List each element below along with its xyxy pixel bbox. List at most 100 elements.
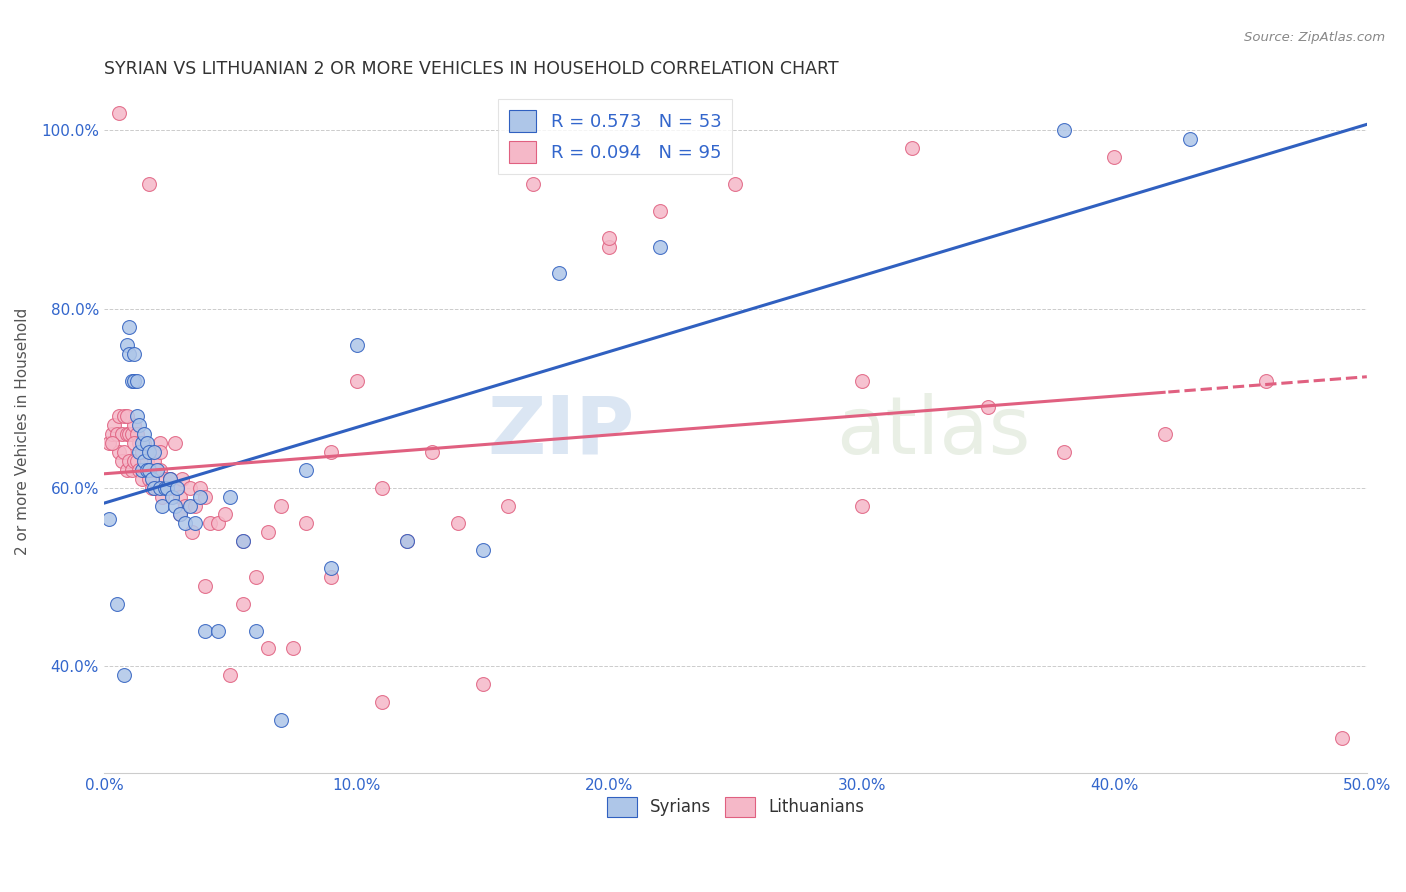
Point <box>163 499 186 513</box>
Point <box>173 499 195 513</box>
Point <box>141 472 163 486</box>
Point <box>172 472 194 486</box>
Point <box>143 463 166 477</box>
Point <box>232 534 254 549</box>
Point <box>198 516 221 531</box>
Point <box>214 508 236 522</box>
Point <box>124 374 146 388</box>
Text: atlas: atlas <box>837 392 1031 471</box>
Point <box>124 454 146 468</box>
Point <box>207 624 229 638</box>
Point <box>111 454 134 468</box>
Point <box>138 463 160 477</box>
Point <box>115 409 138 424</box>
Point <box>1254 374 1277 388</box>
Point <box>115 338 138 352</box>
Point <box>125 409 148 424</box>
Point <box>977 401 1000 415</box>
Point <box>100 436 122 450</box>
Point <box>124 418 146 433</box>
Point <box>471 677 494 691</box>
Point <box>131 445 153 459</box>
Point <box>219 490 242 504</box>
Point <box>648 239 671 253</box>
Text: SYRIAN VS LITHUANIAN 2 OR MORE VEHICLES IN HOUSEHOLD CORRELATION CHART: SYRIAN VS LITHUANIAN 2 OR MORE VEHICLES … <box>104 60 838 78</box>
Point <box>163 436 186 450</box>
Point <box>143 454 166 468</box>
Point <box>169 508 191 522</box>
Point <box>118 427 141 442</box>
Point <box>138 445 160 459</box>
Point <box>194 624 217 638</box>
Point <box>188 481 211 495</box>
Point <box>146 481 169 495</box>
Point <box>121 374 143 388</box>
Point <box>148 436 170 450</box>
Point <box>103 418 125 433</box>
Point <box>245 570 267 584</box>
Point <box>346 338 368 352</box>
Point <box>112 409 135 424</box>
Point <box>270 499 292 513</box>
Point <box>724 177 747 191</box>
Point <box>111 427 134 442</box>
Point <box>138 177 160 191</box>
Point <box>128 463 150 477</box>
Point <box>105 597 128 611</box>
Point <box>184 516 207 531</box>
Point <box>128 418 150 433</box>
Point <box>131 472 153 486</box>
Point <box>901 141 924 155</box>
Point <box>1053 123 1076 137</box>
Point <box>148 463 170 477</box>
Point <box>1178 132 1201 146</box>
Point <box>219 668 242 682</box>
Point <box>188 490 211 504</box>
Point <box>270 713 292 727</box>
Point <box>135 436 157 450</box>
Point <box>1053 445 1076 459</box>
Point <box>121 463 143 477</box>
Point <box>371 481 394 495</box>
Point <box>471 543 494 558</box>
Legend: Syrians, Lithuanians: Syrians, Lithuanians <box>600 790 870 823</box>
Point <box>128 436 150 450</box>
Point <box>159 472 181 486</box>
Point <box>148 445 170 459</box>
Point <box>173 516 195 531</box>
Point <box>115 427 138 442</box>
Point <box>179 499 201 513</box>
Point <box>124 436 146 450</box>
Point <box>108 105 131 120</box>
Point <box>851 499 873 513</box>
Point <box>112 445 135 459</box>
Point <box>396 534 419 549</box>
Point <box>98 512 121 526</box>
Point <box>134 436 156 450</box>
Point <box>131 463 153 477</box>
Point <box>128 445 150 459</box>
Point <box>851 374 873 388</box>
Point <box>159 472 181 486</box>
Point <box>184 499 207 513</box>
Point <box>125 427 148 442</box>
Point <box>98 436 121 450</box>
Point <box>1102 150 1125 164</box>
Point <box>396 534 419 549</box>
Point <box>321 445 343 459</box>
Point <box>547 266 569 280</box>
Point <box>166 481 188 495</box>
Point <box>143 445 166 459</box>
Point <box>207 516 229 531</box>
Point <box>138 472 160 486</box>
Point <box>346 374 368 388</box>
Text: ZIP: ZIP <box>486 392 634 471</box>
Point <box>121 427 143 442</box>
Point <box>143 481 166 495</box>
Point <box>148 481 170 495</box>
Point <box>522 177 544 191</box>
Point <box>194 579 217 593</box>
Point <box>194 490 217 504</box>
Point <box>118 347 141 361</box>
Point <box>131 436 153 450</box>
